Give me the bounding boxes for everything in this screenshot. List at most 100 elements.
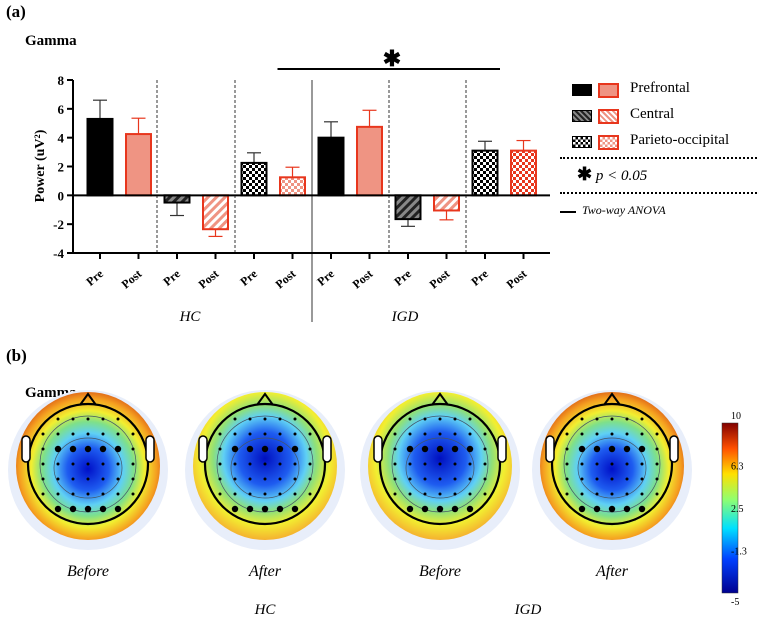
electrode	[291, 445, 299, 453]
contour-line	[577, 437, 647, 499]
electrode	[595, 417, 599, 421]
electrode	[233, 417, 237, 421]
electrode	[468, 477, 472, 481]
y-tick-label: 8	[58, 73, 65, 88]
electrode	[436, 505, 444, 513]
electrode	[438, 417, 442, 421]
topomap-label: After	[595, 563, 629, 580]
electrode	[99, 505, 107, 513]
electrode	[41, 477, 45, 481]
electrode	[56, 417, 60, 421]
electrode	[246, 505, 254, 513]
electrode	[131, 462, 135, 466]
electrode	[116, 432, 120, 436]
electrode	[41, 462, 45, 466]
group-label-hc: HC	[179, 309, 202, 325]
electrode	[71, 462, 75, 466]
electrode	[625, 417, 629, 421]
electrode	[291, 505, 299, 513]
ear-right-icon	[669, 435, 679, 463]
topomap-igd-before: Before	[360, 390, 520, 580]
electrode	[608, 505, 616, 513]
electrode	[453, 432, 457, 436]
electrode	[278, 417, 282, 421]
electrode	[423, 492, 427, 496]
electrode	[565, 447, 569, 451]
electrode	[408, 492, 412, 496]
electrode	[638, 445, 646, 453]
ear-left-icon	[198, 435, 208, 463]
y-tick-label: 4	[58, 131, 65, 146]
electrode	[408, 477, 412, 481]
x-tick-label: Post	[350, 267, 376, 292]
legend-swatch-post	[598, 135, 619, 150]
electrode	[276, 445, 284, 453]
electrode	[595, 477, 599, 481]
electrode	[71, 417, 75, 421]
bar-igd-central-post	[433, 194, 460, 212]
electrode	[565, 432, 569, 436]
electrode	[278, 492, 282, 496]
electrode	[41, 432, 45, 436]
electrode	[453, 417, 457, 421]
electrode	[655, 432, 659, 436]
significance-star: ✱	[383, 46, 401, 71]
electrode	[116, 477, 120, 481]
colorbar	[721, 422, 739, 594]
electrode	[640, 477, 644, 481]
x-tick-label: Post	[427, 267, 453, 292]
electrode	[69, 505, 77, 513]
electrode	[101, 492, 105, 496]
electrode	[278, 462, 282, 466]
panel-a-label: (a)	[6, 2, 26, 21]
electrode	[71, 432, 75, 436]
topomap-igd-after: After	[532, 390, 692, 580]
electrode	[263, 417, 267, 421]
electrode	[466, 505, 474, 513]
bar-hc-central-pre	[163, 194, 191, 204]
topomap-hc-before: Before	[8, 390, 168, 580]
electrode	[580, 462, 584, 466]
electrode	[86, 432, 90, 436]
electrode	[438, 432, 442, 436]
electrode	[610, 492, 614, 496]
y-axis-label: Power (uV²)	[33, 129, 48, 202]
electrode	[623, 445, 631, 453]
electrode	[640, 492, 644, 496]
colorbar-tick-label: -5	[731, 597, 739, 608]
electrode	[423, 462, 427, 466]
nose-icon	[431, 392, 449, 406]
electrode	[233, 492, 237, 496]
bar-igd-central-pre	[394, 194, 422, 221]
electrode	[625, 492, 629, 496]
electrode	[248, 432, 252, 436]
electrode	[593, 505, 601, 513]
electrode	[231, 505, 239, 513]
head-outline	[378, 402, 502, 526]
bar-igd-prefrontal-pre	[317, 136, 345, 197]
electrode	[248, 492, 252, 496]
electrode	[116, 417, 120, 421]
electrode	[233, 477, 237, 481]
bar-hc-parieto-occipital-post	[279, 176, 306, 197]
electrode	[406, 505, 414, 513]
ear-left-icon	[373, 435, 383, 463]
electrode	[483, 432, 487, 436]
electrode	[218, 492, 222, 496]
legend-label: Prefrontal	[630, 80, 690, 96]
ear-right-icon	[497, 435, 507, 463]
electrode	[580, 417, 584, 421]
electrode	[565, 492, 569, 496]
electrode	[468, 462, 472, 466]
electrode	[248, 417, 252, 421]
bar-hc-parieto-occipital-pre	[240, 161, 268, 197]
electrode	[84, 445, 92, 453]
p-value-text: p < 0.05	[595, 168, 648, 184]
electrode	[595, 492, 599, 496]
electrode	[610, 432, 614, 436]
electrode	[438, 477, 442, 481]
contour-line	[230, 437, 300, 499]
bar-igd-parieto-occipital-post	[510, 149, 537, 197]
electrode	[393, 477, 397, 481]
electrode	[393, 492, 397, 496]
